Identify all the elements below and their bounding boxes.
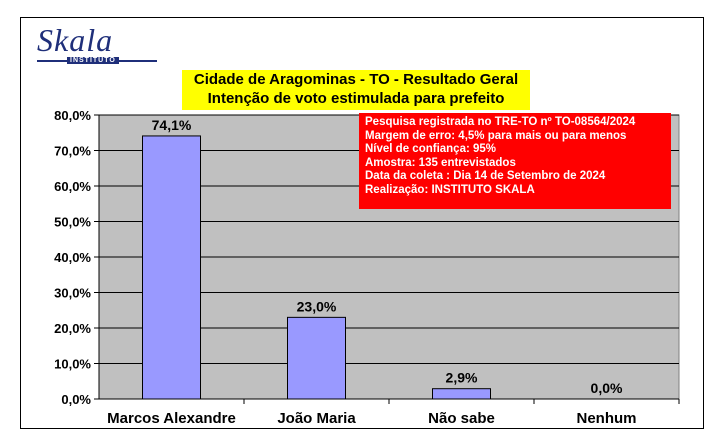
- info-line-author: Realização: INSTITUTO SKALA: [365, 183, 535, 196]
- category-label: Marcos Alexandre: [107, 410, 236, 427]
- skala-logo: Skala INSTITUTO: [37, 22, 167, 70]
- y-tick-label: 30,0%: [54, 286, 91, 301]
- chart-title: Cidade de Aragominas - TO - Resultado Ge…: [193, 71, 519, 88]
- logo-subtitle: INSTITUTO: [67, 57, 119, 64]
- chart-title-box: Cidade de Aragominas - TO - Resultado Ge…: [182, 70, 530, 110]
- info-line-registration: Pesquisa registrada no TRE-TO nº TO-0856…: [365, 116, 636, 128]
- info-line-confidence: Nível de confiança: 95%: [365, 143, 497, 155]
- data-label: 0,0%: [591, 380, 623, 396]
- logo-text: Skala: [37, 22, 114, 58]
- y-tick-label: 70,0%: [54, 144, 91, 159]
- category-label: João Maria: [277, 410, 356, 427]
- y-tick-label: 60,0%: [54, 179, 91, 194]
- bar: [432, 388, 491, 400]
- info-line-margin: Margem de erro: 4,5% para mais ou para m…: [365, 129, 627, 142]
- info-line-sample: Amostra: 135 entrevistados: [365, 156, 516, 169]
- bar: [287, 316, 346, 400]
- y-tick-label: 0,0%: [61, 392, 91, 407]
- y-tick-label: 10,0%: [54, 357, 91, 372]
- y-tick-label: 40,0%: [54, 250, 91, 265]
- data-label: 2,9%: [446, 370, 478, 386]
- category-label: Nenhum: [577, 410, 637, 427]
- y-tick-label: 50,0%: [54, 215, 91, 230]
- info-line-date: Data da coleta : Dia 14 de Setembro de 2…: [365, 170, 606, 182]
- survey-info-box: Pesquisa registrada no TRE-TO nº TO-0856…: [359, 113, 671, 209]
- chart-subtitle: Intenção de voto estimulada para prefeit…: [207, 90, 505, 107]
- bar: [142, 135, 201, 400]
- data-label: 23,0%: [297, 298, 337, 314]
- data-label: 74,1%: [152, 117, 192, 133]
- category-label: Não sabe: [428, 410, 495, 427]
- y-tick-label: 80,0%: [54, 108, 91, 123]
- y-tick-label: 20,0%: [54, 321, 91, 336]
